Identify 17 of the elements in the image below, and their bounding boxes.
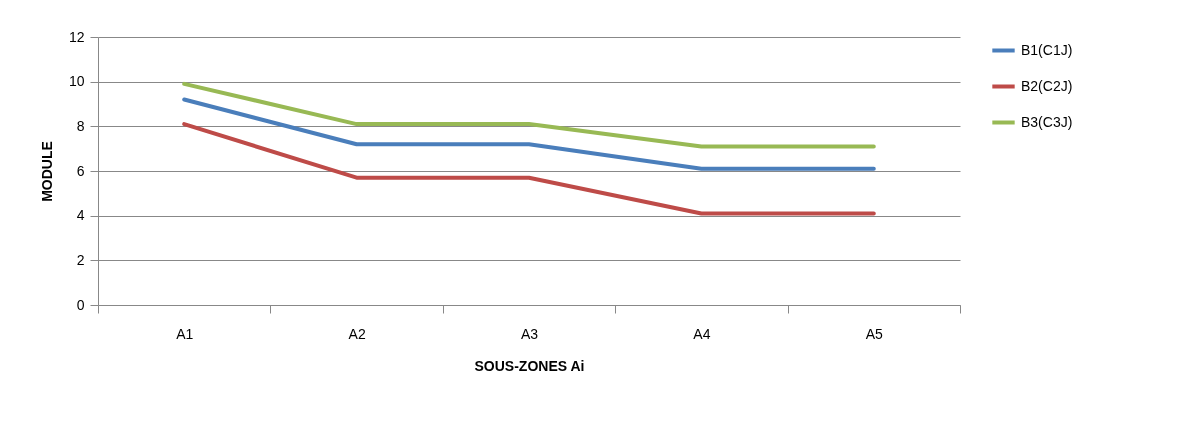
x-tick-label: A5	[865, 325, 884, 342]
legend-label: B1(C1J)	[1021, 41, 1073, 58]
y-tick-label: 2	[76, 251, 85, 268]
x-tick-label: A4	[693, 325, 711, 342]
y-tick-label: 12	[68, 28, 85, 45]
legend-label: B3(C3J)	[1021, 113, 1073, 130]
y-axis-title: MODULE	[38, 141, 55, 202]
x-tick-label: A2	[348, 325, 366, 342]
y-tick-label: 10	[68, 73, 85, 90]
x-axis-title: SOUS-ZONES Ai	[474, 357, 585, 374]
y-tick-label: 8	[76, 117, 85, 134]
x-tick-label: A3	[520, 325, 539, 342]
x-tick-label: A1	[176, 325, 194, 342]
y-tick-label: 0	[76, 296, 85, 313]
y-tick-label: 6	[76, 162, 85, 179]
y-tick-label: 4	[76, 207, 85, 224]
legend-label: B2(C2J)	[1021, 77, 1073, 94]
